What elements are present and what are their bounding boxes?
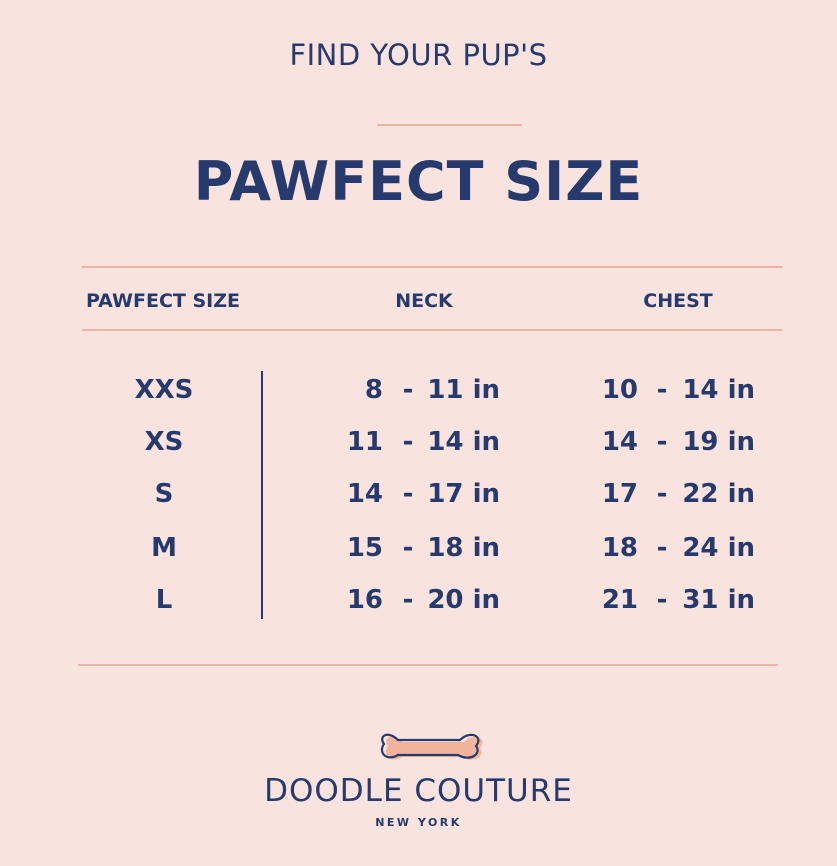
neck-separator: - [402,375,414,405]
chest-separator: - [656,585,668,615]
size-label: L [155,585,173,615]
size-label: XS [144,427,184,457]
chest-min: 18 [601,533,638,563]
neck-min: 8 [364,375,383,405]
column-header-size: PAWFECT SIZE [86,290,240,312]
neck-max: 14 in [427,427,500,457]
column-header-neck: NECK [395,290,453,312]
pretitle: FIND YOUR PUP'S [289,38,548,72]
chest-max: 31 in [682,585,755,615]
chest-max: 19 in [682,427,755,457]
chest-min: 14 [601,427,638,457]
size-label: S [154,479,174,509]
title-divider [377,124,522,126]
chest-min: 21 [601,585,638,615]
neck-separator: - [402,533,414,563]
neck-max: 20 in [427,585,500,615]
bone-icon [380,733,483,760]
neck-min: 15 [346,533,383,563]
size-label: XXS [134,375,194,405]
chest-min: 10 [601,375,638,405]
chest-separator: - [656,533,668,563]
chest-max: 14 in [682,375,755,405]
chest-max: 22 in [682,479,755,509]
table-top-rule [82,266,782,268]
neck-separator: - [402,585,414,615]
chest-separator: - [656,479,668,509]
chest-separator: - [656,427,668,457]
neck-max: 18 in [427,533,500,563]
neck-min: 14 [346,479,383,509]
neck-max: 17 in [427,479,500,509]
neck-min: 11 [346,427,383,457]
brand-city: NEW YORK [375,816,462,829]
table-bottom-rule [78,664,778,666]
chest-separator: - [656,375,668,405]
neck-max: 11 in [427,375,500,405]
column-header-chest: CHEST [643,290,713,312]
chest-min: 17 [601,479,638,509]
neck-separator: - [402,427,414,457]
neck-separator: - [402,479,414,509]
neck-min: 16 [346,585,383,615]
chest-max: 24 in [682,533,755,563]
page-title: PAWFECT SIZE [193,150,644,213]
header-bottom-rule [82,329,782,331]
size-label: M [151,533,177,563]
column-divider [261,371,263,619]
brand-name: DOODLE COUTURE [264,773,573,809]
